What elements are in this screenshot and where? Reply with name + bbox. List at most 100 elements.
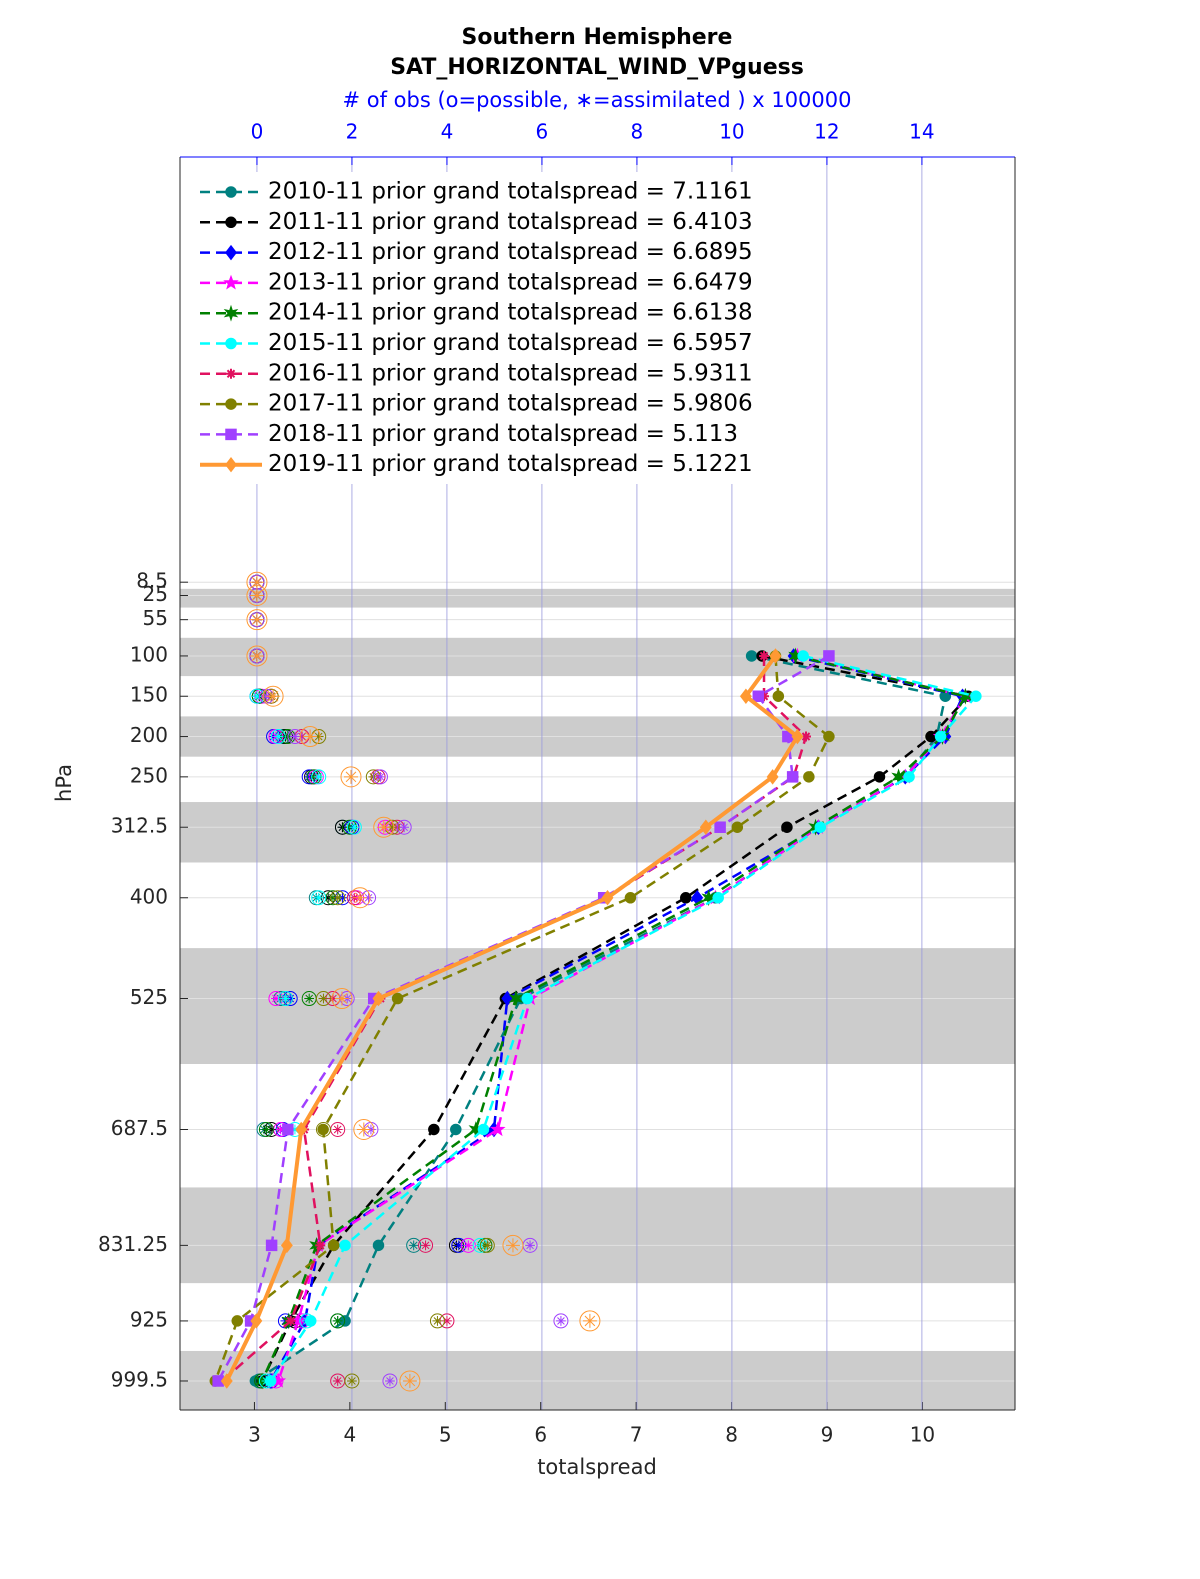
series-line (260, 654, 971, 1382)
legend-label: 2019-11 prior grand totalspread = 5.1221 (268, 451, 753, 477)
obs-possible (429, 1313, 445, 1329)
x2-tick-label: 2 (346, 120, 359, 144)
obs-assimilated (582, 1313, 597, 1328)
obs-assimilated (376, 820, 391, 835)
data-point (814, 821, 827, 833)
legend-label: 2017-11 prior grand totalspread = 5.9806 (268, 391, 753, 417)
data-point (304, 1315, 317, 1327)
obs-assimilated (266, 689, 281, 704)
obs-possible (349, 887, 371, 909)
layer-band (180, 1187, 1015, 1284)
x-tick-label: 10 (910, 1423, 935, 1447)
obs-assimilated (271, 993, 281, 1004)
x-tick-label: 7 (630, 1423, 643, 1447)
obs-assimilated (261, 1124, 272, 1135)
x-tick-label: 9 (821, 1423, 834, 1447)
data-point (295, 1121, 308, 1138)
obs-possible (373, 816, 395, 838)
legend-label: 2011-11 prior grand totalspread = 6.4103 (268, 209, 753, 235)
data-point (220, 1373, 233, 1389)
y-tick-label: 55 (143, 606, 168, 630)
x-tick-label: 6 (534, 1423, 547, 1447)
data-point (970, 690, 982, 702)
obs-assimilated (313, 731, 324, 742)
obs-assimilated (399, 822, 410, 833)
legend-label: 2015-11 prior grand totalspread = 6.5957 (268, 330, 753, 356)
obs-assimilated (349, 822, 360, 833)
layer-band (180, 637, 1015, 677)
legend-label: 2014-11 prior grand totalspread = 6.6138 (268, 300, 753, 326)
x2-tick-label: 0 (251, 120, 264, 144)
obs-possible (270, 729, 286, 745)
data-point (925, 730, 937, 743)
obs-assimilated (249, 575, 264, 590)
legend-marker (225, 216, 237, 229)
obs-possible (502, 1234, 524, 1256)
data-point (264, 1375, 277, 1387)
data-point (624, 892, 637, 904)
y-tick-label: 400 (130, 884, 168, 908)
obs-assimilated (328, 993, 338, 1004)
data-point (791, 728, 804, 745)
obs-possible (311, 890, 327, 906)
data-point (450, 1123, 462, 1136)
obs-assimilated (332, 1316, 343, 1326)
x2-axis-label: # of obs (o=possible, ∗=assimilated ) x … (342, 88, 851, 112)
y-tick-label: 25 (143, 582, 168, 606)
y-axis-label: hPa (52, 764, 76, 802)
obs-assimilated (463, 1240, 474, 1251)
data-point (339, 1239, 351, 1252)
obs-assimilated (366, 1124, 376, 1135)
data-point (772, 690, 785, 702)
obs-assimilated (353, 890, 368, 905)
obs-assimilated (249, 612, 264, 627)
data-point (759, 650, 770, 661)
x2-tick-label: 4 (441, 120, 454, 144)
data-point (317, 1123, 329, 1136)
y-tick-label: 312.5 (111, 814, 168, 838)
x-tick-label: 3 (248, 1423, 261, 1447)
data-point (282, 1123, 294, 1136)
data-point (939, 690, 952, 702)
data-point (231, 1315, 244, 1327)
obs-assimilated (313, 892, 324, 903)
obs-possible (246, 645, 268, 667)
data-point (428, 1123, 440, 1136)
obs-possible (553, 1313, 569, 1329)
obs-assimilated (453, 1240, 464, 1251)
legend-label: 2016-11 prior grand totalspread = 5.9311 (268, 360, 753, 386)
obs-assimilated (273, 731, 284, 742)
obs-assimilated (304, 993, 315, 1004)
layer-band (180, 948, 1015, 1065)
series-line (269, 654, 979, 1382)
data-point (801, 731, 812, 742)
x-tick-label: 8 (725, 1423, 738, 1447)
data-point (714, 821, 726, 833)
data-point (372, 990, 385, 1007)
obs-possible (579, 1310, 601, 1332)
data-point (803, 771, 815, 783)
data-point (786, 771, 799, 783)
data-point (766, 769, 779, 785)
x2-tick-label: 6 (536, 120, 549, 144)
legend-label: 2012-11 prior grand totalspread = 6.6895 (268, 239, 753, 265)
y-tick-label: 831.25 (98, 1232, 168, 1256)
data-point (823, 730, 835, 743)
obs-assimilated (387, 822, 398, 833)
obs-assimilated (408, 1240, 419, 1251)
obs-assimilated (280, 993, 291, 1004)
data-point (477, 1123, 490, 1136)
obs-assimilated (343, 769, 358, 784)
x-axis-label: totalspread (537, 1455, 657, 1479)
data-point (372, 1239, 385, 1252)
layer-band (180, 588, 1015, 608)
x-tick-label: 5 (439, 1423, 452, 1447)
data-point (391, 992, 404, 1005)
y-tick-label: 999.5 (111, 1367, 168, 1391)
obs-assimilated (249, 648, 264, 663)
obs-assimilated (347, 1376, 357, 1386)
data-point (823, 650, 835, 662)
obs-possible (346, 819, 362, 835)
data-point (490, 1121, 506, 1137)
